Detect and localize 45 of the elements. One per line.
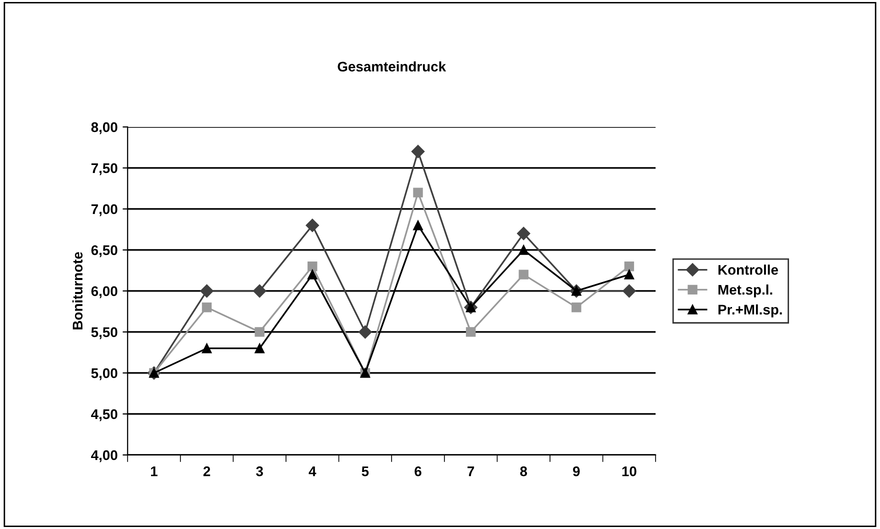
y-tick-label: 7,50 <box>91 163 118 176</box>
y-tick-label: 8,00 <box>91 122 118 134</box>
y-tick-label: 5,00 <box>91 368 118 380</box>
x-tick-label: 4 <box>308 466 316 476</box>
legend-label: Met.sp.l. <box>718 284 772 298</box>
point <box>202 343 212 354</box>
x-tick-label: 5 <box>362 466 369 476</box>
y-tick-label: 6,00 <box>91 286 118 298</box>
y-tick-label: 4,50 <box>91 409 118 422</box>
y-tick-label: 6,50 <box>91 245 118 258</box>
x-tick-label: 6 <box>414 466 422 476</box>
point <box>466 327 476 337</box>
y-tick-label: 5,50 <box>91 327 118 340</box>
point <box>518 270 528 280</box>
point <box>253 284 266 298</box>
x-tick-label: 2 <box>203 466 210 476</box>
legend-label: Pr.+Ml.sp. <box>718 304 782 318</box>
legend-label: Kontrolle <box>718 264 778 275</box>
point <box>308 270 318 280</box>
point <box>358 325 372 339</box>
point <box>411 144 425 158</box>
point <box>254 343 264 354</box>
chart-title: Gesamteindruck <box>338 61 446 72</box>
x-tick-label: 10 <box>622 466 636 476</box>
point <box>413 220 423 230</box>
x-tick-label: 1 <box>151 466 158 476</box>
point <box>572 302 582 312</box>
point <box>622 284 636 298</box>
point <box>518 245 528 255</box>
point <box>200 284 214 298</box>
point <box>624 261 634 272</box>
point <box>308 261 318 272</box>
y-tick-label: 7,00 <box>91 204 118 216</box>
point <box>202 302 212 312</box>
x-tick-label: 8 <box>520 466 528 476</box>
point <box>624 270 634 280</box>
point <box>254 327 264 337</box>
point <box>306 218 319 232</box>
y-axis-title: Boniturnote <box>72 252 83 330</box>
x-tick-label: 7 <box>468 466 474 476</box>
x-tick-label: 3 <box>256 466 263 476</box>
y-tick-label: 4,00 <box>91 450 118 462</box>
point <box>413 188 423 198</box>
point <box>517 226 530 240</box>
x-tick-label: 9 <box>573 466 580 476</box>
